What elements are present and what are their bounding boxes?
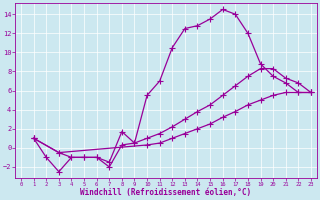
X-axis label: Windchill (Refroidissement éolien,°C): Windchill (Refroidissement éolien,°C): [80, 188, 252, 197]
